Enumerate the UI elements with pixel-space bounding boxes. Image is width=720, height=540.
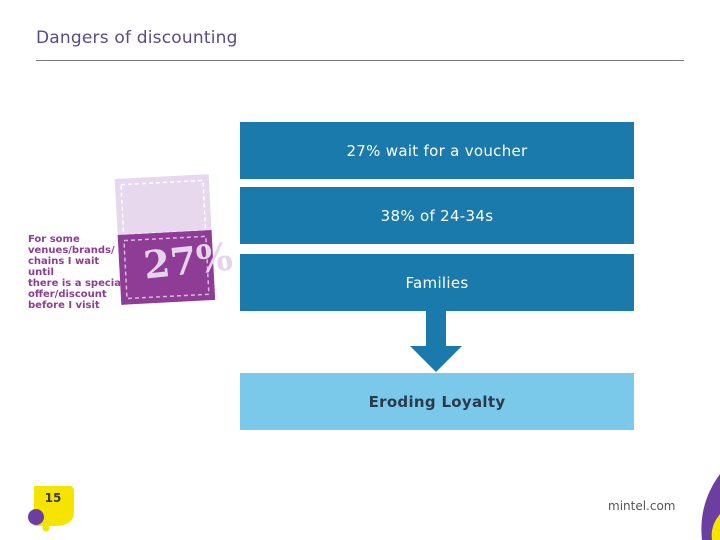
ticket-illustration bbox=[24, 170, 216, 320]
page-number: 15 bbox=[44, 491, 62, 505]
ticket-label-line: chains I wait until bbox=[28, 256, 100, 278]
footer-brand: mintel.com bbox=[608, 499, 676, 513]
page-badge-icon bbox=[28, 486, 74, 532]
ticket-label-line: before I visit bbox=[28, 300, 100, 311]
slide-title: Dangers of discounting bbox=[36, 28, 238, 48]
ticket-label-line: For some bbox=[28, 234, 80, 245]
ticket-label-line: venues/brands/ bbox=[28, 245, 115, 256]
flow-box-voucher: 27% wait for a voucher bbox=[240, 122, 634, 179]
result-box-eroding-loyalty: Eroding Loyalty bbox=[240, 373, 634, 430]
flow-box-age-group: 38% of 24-34s bbox=[240, 187, 634, 244]
corner-decoration bbox=[701, 474, 720, 540]
ticket-percent: 27% bbox=[141, 233, 235, 288]
ticket-label-line: there is a special bbox=[28, 278, 125, 289]
ticket-label: For some venues/brands/ chains I wait un… bbox=[28, 234, 128, 311]
title-divider bbox=[36, 60, 684, 61]
flow-box-families: Families bbox=[240, 254, 634, 311]
down-arrow-icon bbox=[410, 310, 462, 372]
ticket-label-line: offer/discount bbox=[28, 289, 107, 300]
ticket-graphic: For some venues/brands/ chains I wait un… bbox=[24, 170, 235, 320]
